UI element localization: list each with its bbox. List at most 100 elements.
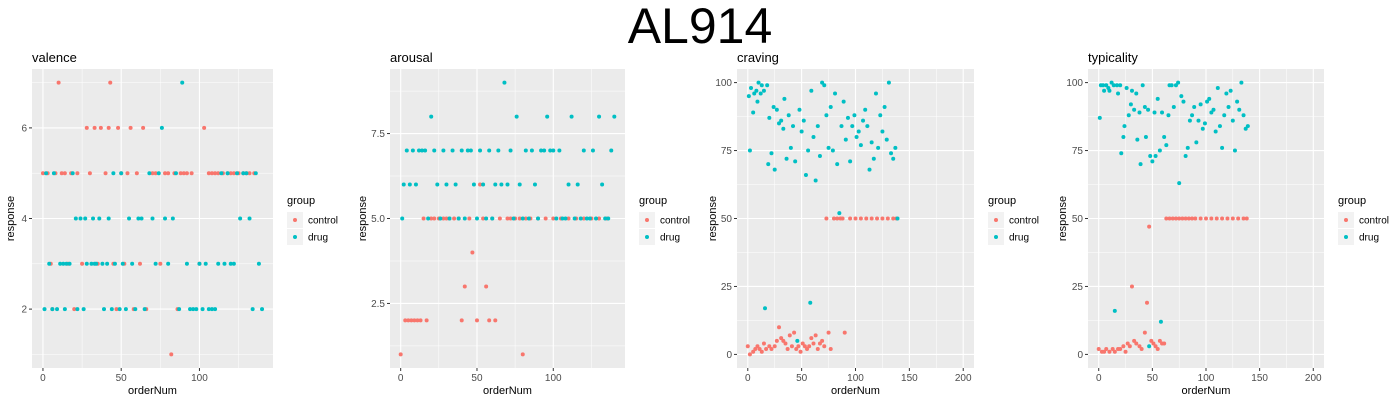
point-drug bbox=[754, 88, 759, 93]
point-control bbox=[1155, 346, 1160, 351]
point-control bbox=[228, 171, 233, 176]
point-drug bbox=[117, 307, 122, 312]
point-drug bbox=[170, 216, 175, 221]
point-control bbox=[864, 216, 869, 221]
chart-valence: valence 0 50 100 2 4 6 orderNum response group con… bbox=[5, 50, 338, 397]
point-control bbox=[508, 216, 513, 221]
point-drug bbox=[1230, 118, 1235, 123]
point-drug bbox=[1116, 91, 1121, 96]
point-drug bbox=[566, 182, 571, 187]
point-drug bbox=[569, 114, 574, 119]
point-control bbox=[403, 318, 408, 323]
point-drug bbox=[873, 91, 878, 96]
point-drug bbox=[51, 171, 56, 176]
point-drug bbox=[811, 134, 816, 139]
point-drug bbox=[429, 114, 434, 119]
point-control bbox=[767, 344, 772, 349]
point-control bbox=[848, 216, 853, 221]
legend-title: group bbox=[1338, 195, 1366, 207]
point-control bbox=[551, 216, 556, 221]
point-control bbox=[826, 330, 831, 335]
point-drug bbox=[216, 261, 221, 266]
point-drug bbox=[496, 148, 501, 153]
x-tick-label: 0 bbox=[745, 373, 751, 384]
point-control bbox=[409, 318, 414, 323]
point-drug bbox=[1158, 319, 1163, 324]
point-drug bbox=[520, 216, 525, 221]
legend-key-drug-icon bbox=[645, 235, 649, 239]
point-drug bbox=[784, 156, 789, 161]
point-drug bbox=[774, 107, 779, 112]
point-control bbox=[56, 80, 61, 85]
x-tick-label: 100 bbox=[1198, 373, 1215, 384]
point-drug bbox=[886, 80, 891, 85]
point-drug bbox=[1241, 113, 1246, 118]
point-control bbox=[777, 325, 782, 330]
y-tick-label: 2.5 bbox=[371, 299, 385, 310]
point-drug bbox=[173, 171, 178, 176]
point-control bbox=[566, 216, 571, 221]
point-drug bbox=[139, 216, 144, 221]
point-drug bbox=[150, 216, 155, 221]
point-drug bbox=[420, 148, 425, 153]
y-tick-label: 75 bbox=[1072, 146, 1084, 157]
point-control bbox=[415, 318, 420, 323]
facet-title: typicality bbox=[1088, 50, 1138, 65]
point-drug bbox=[542, 148, 547, 153]
point-control bbox=[1129, 284, 1134, 289]
point-control bbox=[1220, 216, 1225, 221]
point-drug bbox=[1101, 83, 1106, 88]
point-drug bbox=[401, 182, 406, 187]
point-drug bbox=[244, 171, 249, 176]
legend-title: group bbox=[287, 195, 315, 207]
point-control bbox=[505, 216, 510, 221]
point-drug bbox=[44, 171, 49, 176]
point-control bbox=[62, 171, 67, 176]
point-drug bbox=[241, 171, 246, 176]
point-control bbox=[444, 216, 449, 221]
point-drug bbox=[1097, 115, 1102, 120]
x-tick-label: 150 bbox=[1251, 373, 1268, 384]
point-drug bbox=[772, 167, 777, 172]
legend-key-control-icon bbox=[994, 218, 998, 222]
point-drug bbox=[1119, 151, 1124, 156]
point-drug bbox=[871, 156, 876, 161]
point-drug bbox=[884, 137, 889, 142]
point-drug bbox=[584, 216, 589, 221]
point-control bbox=[1177, 216, 1182, 221]
point-control bbox=[761, 341, 766, 346]
point-control bbox=[462, 284, 467, 289]
point-control bbox=[467, 216, 472, 221]
point-drug bbox=[1114, 83, 1119, 88]
point-drug bbox=[1147, 344, 1152, 349]
point-drug bbox=[529, 148, 534, 153]
point-drug bbox=[188, 307, 193, 312]
point-control bbox=[853, 216, 858, 221]
point-control bbox=[153, 171, 158, 176]
point-drug bbox=[603, 216, 608, 221]
point-drug bbox=[70, 171, 75, 176]
point-control bbox=[840, 216, 845, 221]
point-drug bbox=[1128, 102, 1133, 107]
x-tick-label: 150 bbox=[901, 373, 918, 384]
point-drug bbox=[441, 148, 446, 153]
point-drug bbox=[1122, 124, 1127, 129]
point-drug bbox=[413, 182, 418, 187]
point-drug bbox=[166, 261, 171, 266]
point-control bbox=[98, 125, 103, 130]
point-drug bbox=[432, 148, 437, 153]
legend-key-drug-icon bbox=[994, 235, 998, 239]
facet-title: craving bbox=[737, 50, 779, 65]
point-drug bbox=[1190, 113, 1195, 118]
point-control bbox=[87, 171, 92, 176]
point-control bbox=[807, 344, 812, 349]
point-drug bbox=[759, 83, 764, 88]
point-control bbox=[745, 344, 750, 349]
point-drug bbox=[1112, 308, 1117, 313]
point-drug bbox=[761, 88, 766, 93]
point-drug bbox=[815, 124, 820, 129]
point-drug bbox=[841, 99, 846, 104]
point-drug bbox=[863, 107, 868, 112]
point-drug bbox=[1211, 107, 1216, 112]
point-control bbox=[1209, 216, 1214, 221]
